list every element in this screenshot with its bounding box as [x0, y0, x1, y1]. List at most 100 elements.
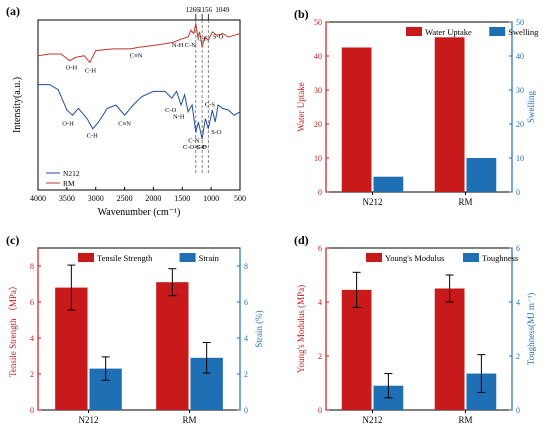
y-tick-label-right-b: 10: [516, 154, 524, 163]
annotation-n212: C-S: [205, 102, 216, 109]
y-tick-label-c: 6: [30, 298, 34, 307]
legend-swatch-b: [489, 27, 506, 36]
annotation-rm: C-H: [85, 68, 97, 75]
y-axis-label-right-b: Swelling: [526, 91, 536, 124]
x-axis-label-a: Wavenumber (cm⁻¹): [98, 207, 181, 218]
y-tick-label-right-c: 0: [244, 406, 248, 415]
y-tick-label-b: 20: [314, 120, 322, 129]
annotation-rm: S-O: [213, 34, 224, 41]
y-tick-label-right-c: 4: [244, 334, 248, 343]
y-tick-label-d: 0: [318, 406, 322, 415]
legend-swatch-c: [78, 253, 94, 262]
y-tick-label-right-b: 20: [516, 120, 524, 129]
annotation-rm: N-H: [172, 42, 184, 49]
y-tick-label-d: 4: [318, 298, 322, 307]
annotation-n212: C-O-S-O: [183, 144, 207, 151]
top-label-a: 1049: [215, 6, 230, 14]
legend-swatch-b: [406, 27, 422, 36]
annotation-rm: C≡N: [130, 52, 143, 59]
plot-frame-a: [37, 19, 241, 191]
bar-young-s-modulus: [434, 288, 465, 410]
x-tick-label-c: RM: [182, 415, 196, 425]
annotation-rm: C-N: [185, 42, 197, 49]
x-tick-label-d: RM: [458, 415, 472, 425]
x-tick-label-a: 3500: [59, 194, 75, 203]
y-axis-label-b: Water Uptake: [296, 82, 306, 132]
bar-young-s-modulus: [341, 289, 372, 410]
panel-label-b: (b): [294, 7, 309, 21]
bar-water-uptake: [434, 37, 465, 192]
series-line-n212: [38, 84, 241, 140]
y-tick-label-b: 50: [314, 18, 322, 27]
legend-label-rm: RM: [63, 179, 75, 188]
legend-label-n212: N212: [63, 169, 80, 178]
y-axis-label-d: Young's Modulus (MPa): [296, 285, 306, 373]
panel-label-c: (c): [6, 233, 19, 247]
y-tick-label-right-b: 30: [516, 86, 524, 95]
x-tick-label-a: 1000: [203, 194, 219, 203]
legend-label-c: Strain: [199, 253, 220, 263]
y-tick-label-c: 4: [30, 334, 34, 343]
series-line-rm: [37, 23, 241, 64]
y-tick-label-right-b: 50: [516, 18, 524, 27]
annotation-n212: S-O: [211, 129, 222, 136]
x-tick-label-b: RM: [458, 197, 472, 207]
annotation-n212: C-N: [188, 137, 200, 144]
top-label-a: 1156: [198, 6, 212, 14]
y-axis-label-c: Tensile Strength （MPa）: [8, 281, 18, 377]
x-tick-label-a: 3000: [88, 194, 104, 203]
x-tick-label-a: 2500: [117, 194, 133, 203]
y-tick-label-c: 8: [30, 262, 34, 271]
y-axis-label-right-c: Strain (%): [254, 310, 264, 347]
annotation-n212: C-O: [165, 107, 177, 114]
x-tick-label-c: N212: [79, 415, 99, 425]
annotation-rm: O-H: [66, 64, 78, 71]
legend-label-d: Toughness: [482, 253, 518, 263]
y-tick-label-right-c: 8: [244, 262, 248, 271]
y-tick-label-right-b: 40: [516, 52, 524, 61]
bar-swelling: [373, 176, 404, 192]
y-tick-label-right-d: 4: [516, 298, 520, 307]
x-tick-label-a: 4000: [30, 194, 46, 203]
annotation-n212: N-H: [173, 114, 185, 121]
y-tick-label-right-c: 2: [244, 370, 248, 379]
y-tick-label-right-c: 6: [244, 298, 248, 307]
x-tick-label-a: 500: [234, 194, 246, 203]
legend-swatch-c: [179, 253, 196, 262]
y-tick-label-right-d: 6: [516, 244, 520, 253]
legend-label-d: Young's Modulus: [385, 253, 444, 263]
y-tick-label-right-b: 0: [516, 188, 520, 197]
annotation-rm: C-F: [197, 35, 208, 42]
bar-swelling: [466, 158, 497, 192]
bar-tensile-strength: [156, 282, 189, 410]
y-tick-label-d: 2: [318, 352, 322, 361]
annotation-n212: C-H: [87, 132, 99, 139]
x-tick-label-a: 1500: [174, 194, 190, 203]
legend-label-b: Swelling: [508, 27, 539, 37]
x-tick-label-b: N212: [363, 197, 383, 207]
legend-swatch-d: [463, 253, 479, 262]
annotation-n212: C≡N: [118, 120, 131, 127]
top-label-a: 1266: [186, 6, 201, 14]
y-tick-label-right-d: 0: [516, 406, 520, 415]
legend-label-c: Tensile Strength: [97, 253, 153, 263]
x-tick-label-a: 2000: [145, 194, 161, 203]
bar-water-uptake: [341, 47, 372, 192]
legend-swatch-d: [366, 253, 382, 262]
y-tick-label-b: 0: [318, 188, 322, 197]
x-tick-label-d: N212: [363, 415, 383, 425]
y-tick-label-b: 30: [314, 86, 322, 95]
y-tick-label-d: 6: [318, 244, 322, 253]
panel-label-a: (a): [6, 4, 20, 18]
annotation-n212: O-H: [62, 120, 74, 127]
annotation-n212: C-F: [196, 144, 207, 151]
y-axis-label-right-d: Toughness(MJ m⁻³): [526, 293, 536, 366]
y-tick-label-c: 0: [30, 406, 34, 415]
y-tick-label-b: 40: [314, 52, 322, 61]
y-tick-label-c: 2: [30, 370, 34, 379]
y-tick-label-right-d: 2: [516, 352, 520, 361]
legend-label-b: Water Uptake: [425, 27, 472, 37]
panel-label-d: (d): [294, 233, 309, 247]
y-tick-label-b: 10: [314, 154, 322, 163]
